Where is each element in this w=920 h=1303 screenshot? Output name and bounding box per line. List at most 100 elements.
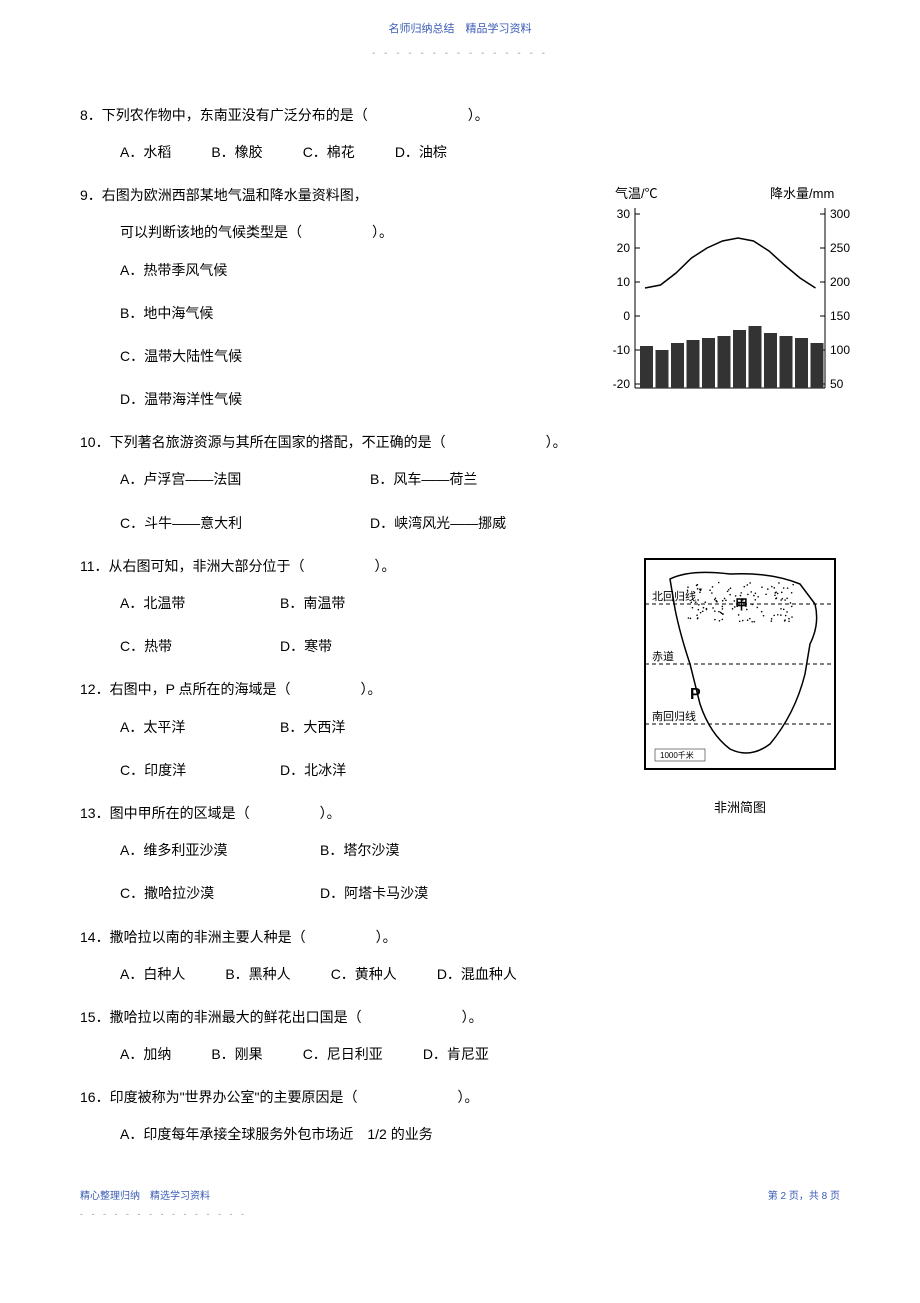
q8-d: D．油棕 [395,140,447,165]
q10-c: C．斗牛——意大利 [120,511,370,536]
q8-stem: 8．下列农作物中，东南亚没有广泛分布的是（ [80,107,368,123]
q15-text-wrap: 15．撒哈拉以南的非洲最大的鲜花出口国是（）。 [80,1005,840,1030]
q9-options: A．热带季风气候 B．地中海气候 C．温带大陆性气候 D．温带海洋性气候 [80,258,560,413]
footer-dots: - - - - - - - - - - - - - - - [80,1206,247,1222]
q8-c: C．棉花 [303,140,355,165]
q12-b: B．大西洋 [280,715,440,740]
climate-chart-svg: 气温/℃ 降水量/mm 3020100-10-20 30025020015010… [580,183,860,403]
svg-text:-20: -20 [613,377,631,391]
q11-b: B．南温带 [280,591,440,616]
q12-text: 12．右图中，P 点所在的海域是（ [80,681,291,697]
q12-c: C．印度洋 [120,758,280,783]
q9-d: D．温带海洋性气候 [120,387,560,412]
q9-text1: 9．右图为欧洲西部某地气温和降水量资料图， [80,183,560,208]
q10-b: B．风车——荷兰 [370,467,620,492]
svg-text:250: 250 [830,241,850,255]
q14-text: 14．撒哈拉以南的非洲主要人种是（ [80,929,306,945]
q13-options: A．维多利亚沙漠 B．塔尔沙漠 C．撒哈拉沙漠 D．阿塔卡马沙漠 [80,838,840,906]
footer-right: 第 2 页，共 8 页 [768,1188,840,1222]
q12-end: ）。 [361,681,382,697]
q13-text-wrap: 13．图中甲所在的区域是（ ）。 [80,801,840,826]
q13-b: B．塔尔沙漠 [320,838,520,863]
q16-text-wrap: 16．印度被称为"世界办公室"的主要原因是（）。 [80,1085,840,1110]
p-label: P [690,686,701,703]
q10-options: A．卢浮宫——法国 B．风车——荷兰 C．斗牛——意大利 D．峡湾风光——挪威 [80,467,840,535]
svg-text:150: 150 [830,309,850,323]
q14-options: A．白种人 B．黑种人 C．黄种人 D．混血种人 [80,962,840,987]
q9-c: C．温带大陆性气候 [120,344,560,369]
scale-label: 1000千米 [660,750,694,760]
svg-text:0: 0 [623,309,630,323]
q11-c: C．热带 [120,634,280,659]
question-13: 13．图中甲所在的区域是（ ）。 A．维多利亚沙漠 B．塔尔沙漠 C．撒哈拉沙漠 … [80,801,840,907]
q15-options: A．加纳 B．刚果 C．尼日利亚 D．肯尼亚 [80,1042,840,1067]
q10-end: ）。 [546,434,567,450]
q16-options: A．印度每年承接全球服务外包市场近 1/2 的业务 [80,1122,840,1147]
q13-a: A．维多利亚沙漠 [120,838,320,863]
q15-end: ）。 [462,1009,483,1025]
question-16: 16．印度被称为"世界办公室"的主要原因是（）。 A．印度每年承接全球服务外包市… [80,1085,840,1147]
q15-c: C．尼日利亚 [303,1042,383,1067]
q14-text-wrap: 14．撒哈拉以南的非洲主要人种是（ ）。 [80,925,840,950]
climate-chart: 气温/℃ 降水量/mm 3020100-10-20 30025020015010… [580,183,860,411]
question-8: 8．下列农作物中，东南亚没有广泛分布的是（ ）。 A．水稻 B．橡胶 C．棉花 D… [80,103,840,165]
jia-label: 甲 [735,597,748,612]
q8-a: A．水稻 [120,140,171,165]
q11-end: ）。 [375,558,396,574]
footer-left: 精心整理归纳 精选学习资料 [80,1188,247,1206]
q9-text2: 可以判断该地的气候类型是（ [120,224,302,240]
q13-text: 13．图中甲所在的区域是（ [80,805,250,821]
q10-a: A．卢浮宫——法国 [120,467,370,492]
q15-b: B．刚果 [211,1042,262,1067]
q16-a: A．印度每年承接全球服务外包市场近 1/2 的业务 [120,1122,840,1147]
svg-text:10: 10 [617,275,631,289]
svg-text:30: 30 [617,207,631,221]
q10-d: D．峡湾风光——挪威 [370,511,620,536]
svg-text:100: 100 [830,343,850,357]
question-11: 11．从右图可知，非洲大部分位于（）。 A．北温带 B．南温带 C．热带 D．寒… [80,554,540,660]
q16-text: 16．印度被称为"世界办公室"的主要原因是（ [80,1089,358,1105]
q14-d: D．混血种人 [437,962,517,987]
header-text: 名师归纳总结 精品学习资料 [80,20,840,40]
q9-end: ）。 [372,224,393,240]
q8-options: A．水稻 B．橡胶 C．棉花 D．油棕 [80,140,840,165]
temp-label: 气温/℃ [615,186,658,201]
question-9: 9．右图为欧洲西部某地气温和降水量资料图， 可以判断该地的气候类型是（ ）。 A．… [80,183,560,412]
q11-text-wrap: 11．从右图可知，非洲大部分位于（）。 [80,554,540,579]
question-12: 12．右图中，P 点所在的海域是（ ）。 A．太平洋 B．大西洋 C．印度洋 D．… [80,677,540,783]
africa-map-svg: 北回归线 赤道 南回归线 甲 P 1000千米 [640,554,840,784]
q13-end: ）。 [320,805,341,821]
q13-c: C．撒哈拉沙漠 [120,881,320,906]
q11-a: A．北温带 [120,591,280,616]
q12-a: A．太平洋 [120,715,280,740]
question-15: 15．撒哈拉以南的非洲最大的鲜花出口国是（）。 A．加纳 B．刚果 C．尼日利亚… [80,1005,840,1067]
equator-label: 赤道 [652,649,674,663]
svg-text:-10: -10 [613,343,631,357]
q14-end: ）。 [376,929,397,945]
q9-b: B．地中海气候 [120,301,560,326]
q14-a: A．白种人 [120,962,185,987]
header-dots: - - - - - - - - - - - - - - - [80,45,840,63]
q12-text-wrap: 12．右图中，P 点所在的海域是（ ）。 [80,677,540,702]
q11-options: A．北温带 B．南温带 C．热带 D．寒带 [80,591,540,659]
q9-text2-wrap: 可以判断该地的气候类型是（ ）。 [80,220,560,245]
q13-d: D．阿塔卡马沙漠 [320,881,520,906]
q12-d: D．北冰洋 [280,758,440,783]
q10-text: 10．下列著名旅游资源与其所在国家的搭配，不正确的是（ [80,434,446,450]
q8-b: B．橡胶 [211,140,262,165]
q9-a: A．热带季风气候 [120,258,560,283]
q11-d: D．寒带 [280,634,440,659]
svg-text:300: 300 [830,207,850,221]
q14-c: C．黄种人 [331,962,397,987]
q15-d: D．肯尼亚 [423,1042,489,1067]
question-14: 14．撒哈拉以南的非洲主要人种是（ ）。 A．白种人 B．黑种人 C．黄种人 D．… [80,925,840,987]
svg-text:50: 50 [830,377,844,391]
precip-label: 降水量/mm [770,186,834,201]
svg-text:200: 200 [830,275,850,289]
q8-text: 8．下列农作物中，东南亚没有广泛分布的是（ ）。 [80,103,840,128]
question-10: 10．下列著名旅游资源与其所在国家的搭配，不正确的是（ ）。 A．卢浮宫——法国 … [80,430,840,536]
q8-end: ）。 [468,107,489,123]
q14-b: B．黑种人 [225,962,290,987]
q15-a: A．加纳 [120,1042,171,1067]
tropic-s-label: 南回归线 [652,709,696,723]
